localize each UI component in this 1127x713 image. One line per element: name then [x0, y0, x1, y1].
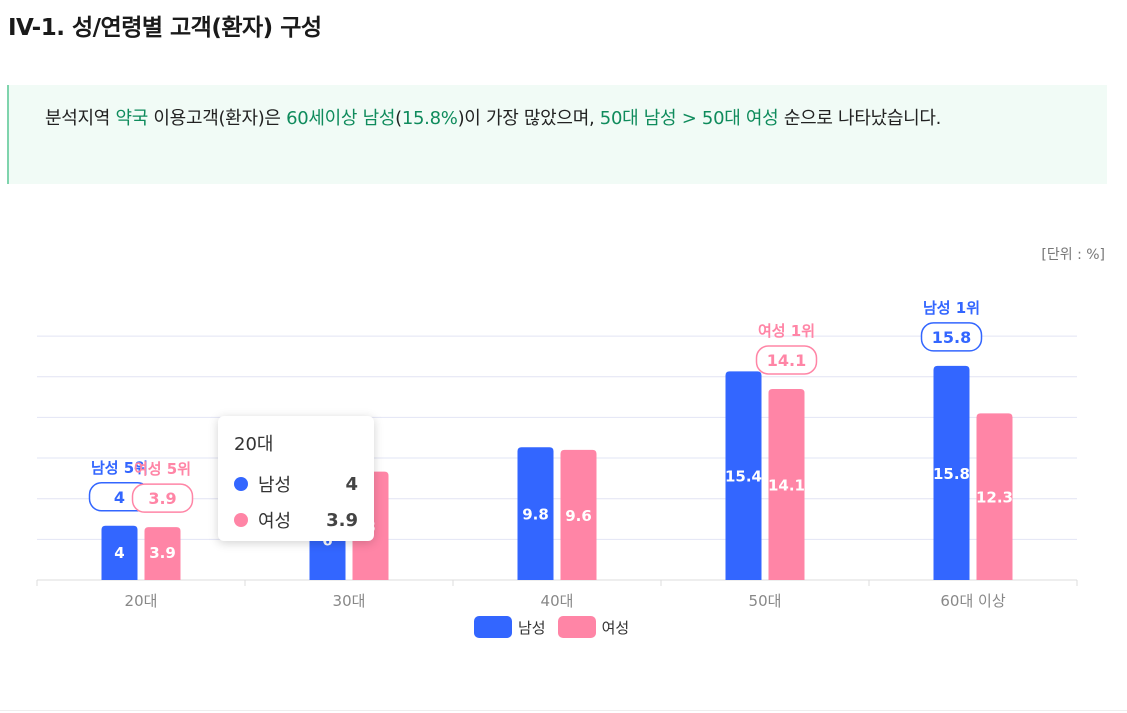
bar-female: [144, 527, 181, 580]
rank-label: 남성 1위: [923, 299, 980, 317]
x-tick-label: 40대: [541, 592, 574, 610]
bar-male: [517, 447, 554, 580]
rank-label: 여성 1위: [758, 322, 815, 340]
tooltip-title: 20대: [234, 434, 274, 455]
tooltip-row-label: 여성: [258, 511, 292, 532]
summary-box: 분석지역 약국 이용고객(환자)은 60세이상 남성(15.8%)이 가장 많았…: [7, 85, 1107, 184]
bar-female: [560, 449, 597, 580]
section-title: IV-1. 성/연령별 고객(환자) 구성: [8, 15, 322, 41]
tooltip-row-female: 여성 3.9: [234, 502, 358, 538]
chart-legend: 남성 여성: [474, 616, 641, 638]
summary-highlight: 50대 남성 > 50대 여성: [599, 108, 779, 129]
rank-label: 남성 5위: [91, 459, 148, 477]
rank-value-text: 3.9: [148, 489, 176, 508]
summary-highlight: 약국: [115, 108, 148, 129]
tooltip-row-value: 3.9: [326, 509, 358, 531]
bar-male: [933, 365, 970, 580]
unit-label: [단위 : %]: [1041, 247, 1105, 263]
summary-segment: (: [395, 108, 402, 129]
bottom-divider: [0, 710, 1127, 711]
tooltip-row-label: 남성: [258, 475, 292, 496]
legend-swatch-female: [557, 616, 596, 638]
rank-value-text: 4: [114, 488, 125, 507]
male-dot-icon: [234, 477, 248, 491]
female-dot-icon: [234, 513, 248, 527]
rank-value-text: 15.8: [932, 328, 971, 347]
rank-value-box: [755, 345, 818, 375]
bar-value-label: 15.8: [933, 465, 970, 483]
bar-value-label: 4: [114, 544, 124, 562]
x-tick-label: 50대: [749, 592, 782, 610]
bar-value-label: 12.3: [976, 489, 1013, 507]
summary-highlight: 15.8%: [401, 108, 458, 129]
chart-tooltip: 20대 남성 4 여성 3.9: [218, 416, 374, 541]
x-tick-label: 20대: [125, 592, 158, 610]
bar-value-label: 9.6: [565, 507, 592, 525]
bar-value-label: 15.4: [725, 468, 762, 486]
bar-value-label: 9.8: [522, 506, 549, 524]
summary-segment: 순으로 나타났습니다.: [778, 108, 942, 129]
legend-swatch-male: [474, 616, 512, 638]
tooltip-row-male: 남성 4: [234, 466, 358, 502]
rank-value-box: [131, 483, 194, 513]
bar-male: [101, 525, 138, 580]
rank-value-text: 14.1: [767, 351, 806, 370]
legend-item-female[interactable]: 여성: [557, 616, 630, 638]
x-tick-label: 60대 이상: [940, 592, 1005, 610]
summary-segment: 분석지역: [45, 108, 116, 129]
bar-female: [976, 413, 1013, 580]
bar-value-label: 3.9: [149, 544, 176, 562]
summary-segment: )이 가장 많았으며,: [457, 108, 600, 129]
summary-segment: 이용고객(환자)은: [148, 108, 287, 129]
summary-text: 분석지역 약국 이용고객(환자)은 60세이상 남성(15.8%)이 가장 많았…: [45, 103, 1025, 135]
tooltip-row-value: 4: [345, 473, 358, 495]
legend-label: 여성: [601, 618, 630, 637]
bar-male: [725, 371, 762, 580]
x-tick-label: 30대: [333, 592, 366, 610]
legend-item-male[interactable]: 남성: [474, 616, 546, 638]
bar-value-label: 14.1: [768, 476, 805, 494]
legend-label: 남성: [518, 618, 546, 637]
bar-female: [768, 388, 805, 580]
summary-highlight: 60세이상 남성: [286, 108, 396, 129]
rank-label: 여성 5위: [134, 460, 191, 478]
rank-value-box: [920, 322, 983, 352]
